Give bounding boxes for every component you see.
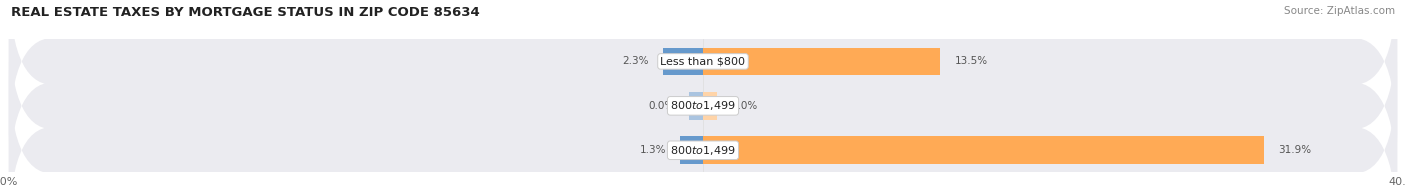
Bar <box>703 136 1264 164</box>
Text: $800 to $1,499: $800 to $1,499 <box>671 99 735 112</box>
FancyBboxPatch shape <box>8 63 1398 196</box>
FancyBboxPatch shape <box>8 0 1398 149</box>
Text: 13.5%: 13.5% <box>955 56 987 66</box>
Bar <box>681 136 703 164</box>
Text: 31.9%: 31.9% <box>1278 145 1310 155</box>
Text: Less than $800: Less than $800 <box>661 56 745 66</box>
Text: 1.3%: 1.3% <box>640 145 666 155</box>
Text: Source: ZipAtlas.com: Source: ZipAtlas.com <box>1284 6 1395 16</box>
Bar <box>703 92 717 120</box>
Text: REAL ESTATE TAXES BY MORTGAGE STATUS IN ZIP CODE 85634: REAL ESTATE TAXES BY MORTGAGE STATUS IN … <box>11 6 479 19</box>
Text: 2.3%: 2.3% <box>621 56 648 66</box>
Bar <box>703 48 941 75</box>
Text: 0.0%: 0.0% <box>731 101 758 111</box>
Text: 0.0%: 0.0% <box>648 101 675 111</box>
FancyBboxPatch shape <box>8 18 1398 193</box>
Bar <box>662 48 703 75</box>
Text: $800 to $1,499: $800 to $1,499 <box>671 144 735 157</box>
Bar <box>689 92 703 120</box>
